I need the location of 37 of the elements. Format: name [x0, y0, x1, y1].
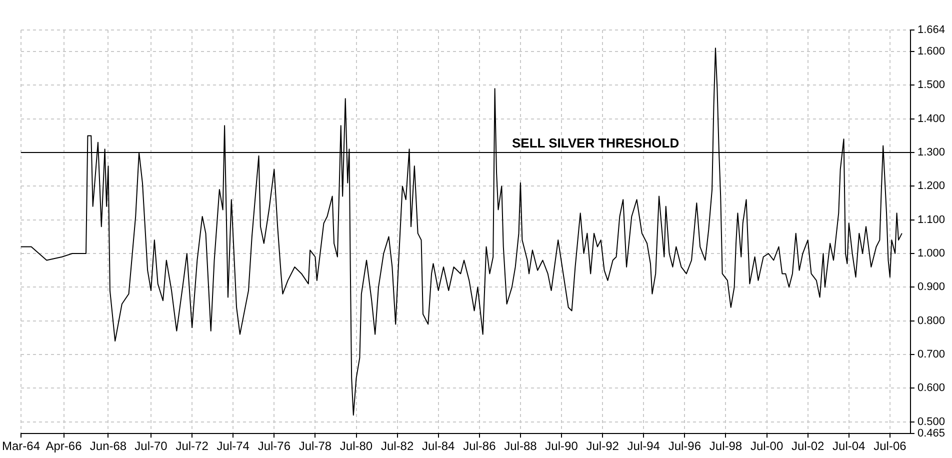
x-tick-label: Jul-92: [586, 439, 620, 454]
x-tick-label: Jul-88: [504, 439, 538, 454]
y-tick-label: 1.400: [917, 112, 946, 125]
y-tick-label: 0.800: [917, 314, 946, 327]
y-tick-label: 1.600: [917, 46, 946, 58]
x-tick-label: Jul-94: [627, 439, 660, 454]
x-tick-label: Jul-82: [380, 439, 414, 454]
y-tick-label: 1.300: [917, 146, 946, 159]
x-tick-label: Jul-06: [874, 439, 907, 454]
x-tick-label: Jul-00: [750, 439, 784, 454]
x-tick-label: Apr-66: [46, 439, 82, 454]
x-tick-label: Jun-68: [90, 439, 127, 454]
x-tick-label: Jul-74: [216, 439, 250, 454]
x-tick-label: Jul-90: [545, 439, 578, 454]
y-tick-label: 0.900: [917, 281, 946, 294]
x-tick-label: Jul-96: [668, 439, 702, 454]
x-tick-label: Jul-02: [792, 439, 825, 454]
x-tick-label: Jul-84: [422, 439, 456, 454]
y-tick-label: 1.100: [917, 214, 946, 226]
x-tick-label: Jul-72: [176, 439, 209, 454]
x-tick-label: Jul-86: [463, 439, 496, 454]
y-tick-label: 1.500: [917, 79, 946, 92]
x-tick-label: Jul-80: [340, 439, 373, 454]
x-tick-label: Jul-04: [832, 439, 866, 454]
y-tick-label: 0.700: [917, 348, 946, 361]
y-tick-label: 1.200: [917, 180, 946, 192]
y-tick-label: 1.664: [917, 24, 946, 36]
y-tick-label: 0.600: [917, 382, 946, 394]
x-tick-label: Jul-76: [258, 439, 291, 454]
x-tick-label: Mar-64: [2, 439, 40, 454]
x-tick-label: Jul-98: [709, 439, 742, 454]
y-tick-label: 0.465: [917, 428, 946, 440]
x-tick-label: Jul-78: [298, 439, 332, 454]
y-tick-label: 1.000: [917, 248, 946, 260]
x-tick-label: Jul-70: [134, 439, 168, 454]
y-tick-label: 0.500: [917, 416, 946, 428]
ref-line-label: SELL SILVER THRESHOLD: [512, 136, 680, 151]
